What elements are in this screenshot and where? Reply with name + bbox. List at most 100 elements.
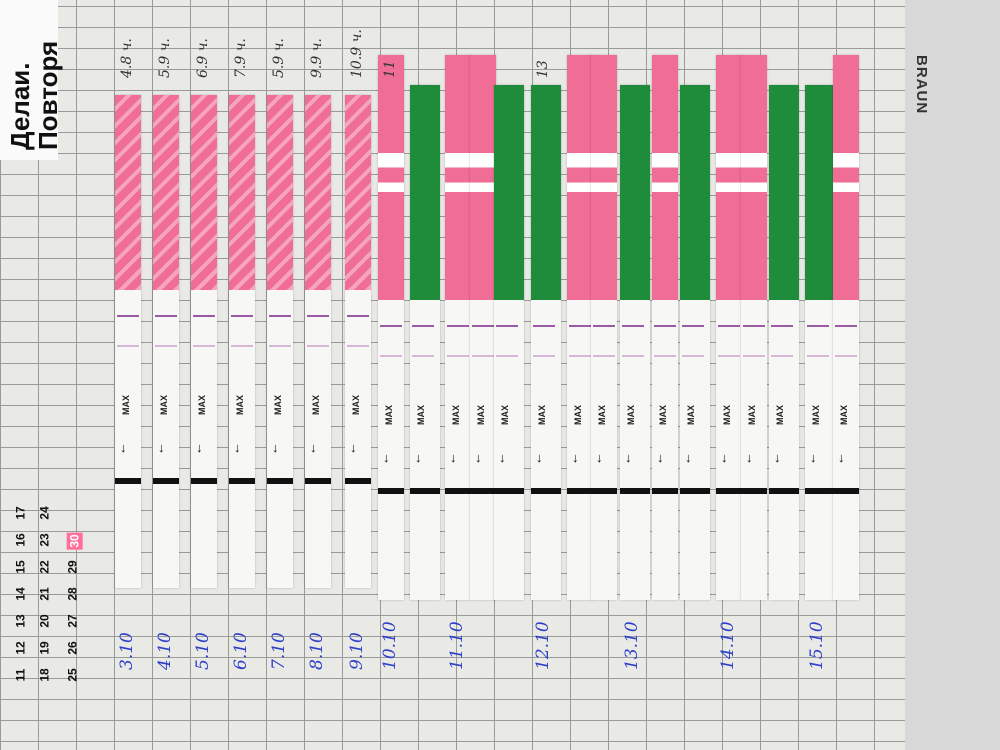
test-line xyxy=(807,355,829,357)
control-line xyxy=(682,325,704,327)
test-strip: MAX ↓ xyxy=(378,55,404,600)
test-strip: MAX ↓ xyxy=(680,85,710,600)
time-note: 5.9 ч. xyxy=(271,38,287,78)
calendar-day: 16 xyxy=(13,533,28,547)
time-note: 9.9 ч. xyxy=(309,38,325,78)
cover-text: Делаи. Повторя xyxy=(5,40,63,150)
strip-handle xyxy=(494,85,524,300)
max-line xyxy=(741,488,767,494)
test-strip: MAX ↓ xyxy=(410,85,440,600)
test-strip: MAX ↓ xyxy=(716,55,742,600)
max-label: MAX xyxy=(235,395,245,415)
strip-handle xyxy=(741,55,767,300)
time-note: 7.9 ч. xyxy=(233,38,249,78)
max-label: MAX xyxy=(159,395,169,415)
max-line xyxy=(115,478,141,484)
test-line xyxy=(569,355,591,357)
calendar-day: 20 xyxy=(37,614,52,628)
arrow-down-icon: ↓ xyxy=(499,450,506,465)
control-line xyxy=(472,325,494,327)
control-line xyxy=(307,315,329,317)
control-line xyxy=(380,325,402,327)
test-strip: MAX ↓ xyxy=(115,95,141,588)
control-line xyxy=(412,325,434,327)
strip-handle xyxy=(680,85,710,300)
time-note: 6.9 ч. xyxy=(195,38,211,78)
strip-handle xyxy=(115,95,141,290)
control-line xyxy=(447,325,469,327)
time-note: 13 xyxy=(535,60,551,78)
max-line xyxy=(769,488,799,494)
max-label: MAX xyxy=(775,405,785,425)
max-line xyxy=(191,478,217,484)
test-strip: MAX ↓ xyxy=(267,95,293,588)
max-line xyxy=(153,478,179,484)
strip-handle xyxy=(345,95,371,290)
strip-handle xyxy=(652,55,678,300)
max-line xyxy=(591,488,617,494)
control-line xyxy=(269,315,291,317)
brand-label: BRAUN xyxy=(913,55,930,115)
test-strip: MAX ↓ xyxy=(305,95,331,588)
arrow-down-icon: ↓ xyxy=(415,450,422,465)
test-line xyxy=(380,355,402,357)
arrow-down-icon: ↓ xyxy=(196,440,203,455)
calendar-day: 22 xyxy=(37,560,52,574)
test-line xyxy=(622,355,644,357)
date-label: 14.10 xyxy=(718,621,738,670)
control-line xyxy=(622,325,644,327)
test-line xyxy=(835,355,857,357)
max-label: MAX xyxy=(537,405,547,425)
strip-handle xyxy=(531,85,561,300)
max-label: MAX xyxy=(573,405,583,425)
max-line xyxy=(620,488,650,494)
max-line xyxy=(378,488,404,494)
test-strip: MAX ↓ xyxy=(345,95,371,588)
strip-handle xyxy=(567,55,593,300)
max-line xyxy=(833,488,859,494)
time-note: 10.9 ч. xyxy=(349,29,365,78)
test-line xyxy=(155,345,177,347)
strip-handle xyxy=(470,55,496,300)
time-note: 5.9 ч. xyxy=(157,38,173,78)
date-label: 11.10 xyxy=(447,621,467,670)
arrow-down-icon: ↓ xyxy=(234,440,241,455)
calendar-day: 12 xyxy=(13,641,28,655)
control-line xyxy=(807,325,829,327)
test-line xyxy=(593,355,615,357)
test-strip: MAX ↓ xyxy=(470,55,496,600)
calendar-day: 13 xyxy=(13,614,28,628)
date-label: 4.10 xyxy=(155,632,175,670)
control-line xyxy=(193,315,215,317)
max-label: MAX xyxy=(597,405,607,425)
test-strip: MAX ↓ xyxy=(833,55,859,600)
strip-handle xyxy=(267,95,293,290)
control-line xyxy=(593,325,615,327)
max-label: MAX xyxy=(197,395,207,415)
arrow-down-icon: ↓ xyxy=(625,450,632,465)
test-line xyxy=(718,355,740,357)
date-label: 9.10 xyxy=(347,632,367,670)
arrow-down-icon: ↓ xyxy=(572,450,579,465)
arrow-down-icon: ↓ xyxy=(158,440,165,455)
notebook-cover xyxy=(0,0,58,160)
arrow-down-icon: ↓ xyxy=(536,450,543,465)
max-line xyxy=(470,488,496,494)
strip-handle xyxy=(229,95,255,290)
test-strip: MAX ↓ xyxy=(531,85,561,600)
calendar-day: 29 xyxy=(65,560,80,574)
max-label: MAX xyxy=(311,395,321,415)
max-line xyxy=(805,488,835,494)
control-line xyxy=(718,325,740,327)
test-line xyxy=(496,355,518,357)
test-strip: MAX ↓ xyxy=(805,85,835,600)
control-line xyxy=(771,325,793,327)
arrow-down-icon: ↓ xyxy=(120,440,127,455)
calendar-day: 24 xyxy=(37,506,52,520)
arrow-down-icon: ↓ xyxy=(475,450,482,465)
strip-handle xyxy=(410,85,440,300)
test-strip: MAX ↓ xyxy=(620,85,650,600)
test-line xyxy=(231,345,253,347)
test-line xyxy=(447,355,469,357)
